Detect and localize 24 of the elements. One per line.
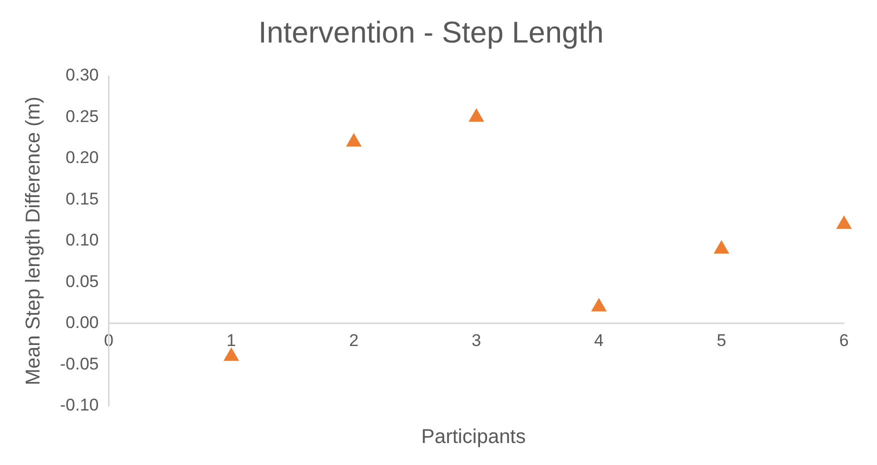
point [224, 348, 239, 361]
x-tick-label: 1 [226, 331, 236, 350]
x-tick-label: 2 [349, 331, 359, 350]
point [346, 133, 362, 146]
y-tick-label: -0.10 [60, 395, 99, 414]
point [714, 240, 729, 254]
y-tick-label: 0.05 [66, 272, 99, 291]
x-tick-label: 3 [472, 331, 482, 350]
x-tick-label: 4 [594, 331, 604, 350]
x-tick-label: 5 [716, 331, 726, 350]
x-axis-title: Participants [420, 426, 527, 449]
point [836, 216, 852, 229]
y-tick-label: 0.00 [66, 313, 99, 332]
y-tick-label: 0.10 [66, 230, 99, 250]
chart-title: Intervention - Step Length [258, 16, 604, 50]
y-tick-label: 0.30 [66, 66, 99, 85]
point [468, 108, 484, 122]
x-tick-label: 6 [839, 331, 849, 350]
y-tick-label: 0.25 [66, 106, 99, 126]
y-tick-label: -0.05 [60, 354, 99, 374]
y-tick-label: 0.15 [66, 189, 99, 208]
y-tick-label: 0.20 [66, 148, 99, 168]
y-axis-title: Mean Step length Difference (m) [22, 96, 45, 386]
point [591, 298, 606, 312]
